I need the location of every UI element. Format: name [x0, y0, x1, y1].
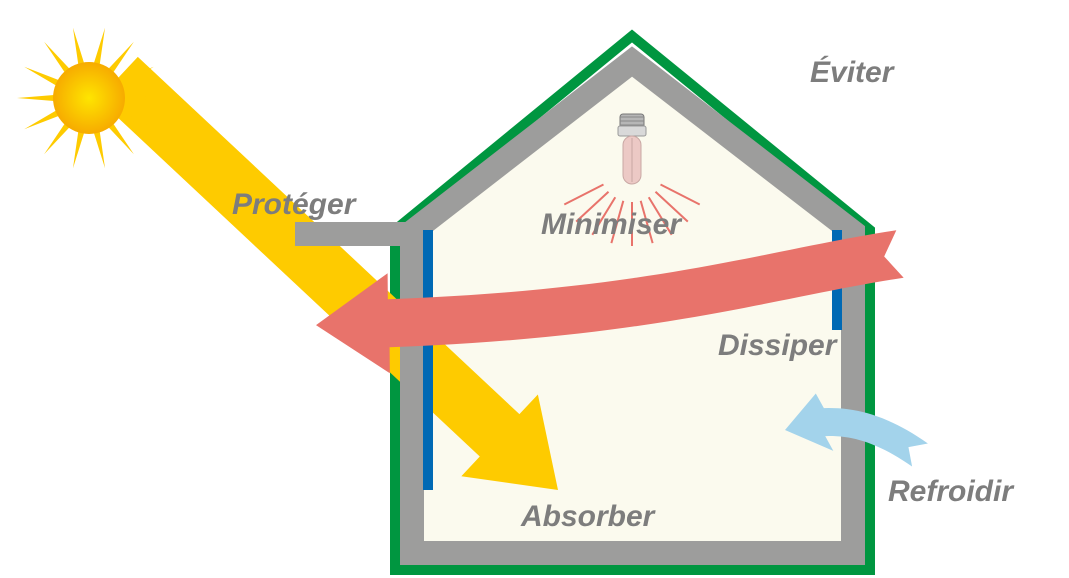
sun-icon: [17, 28, 161, 168]
label-minimiser: Minimiser: [541, 208, 681, 242]
label-dissiper: Dissiper: [718, 329, 836, 363]
label-absorber: Absorber: [521, 500, 654, 534]
left-window: [423, 230, 433, 490]
diagram-stage: Éviter Protéger Minimiser Dissiper Absor…: [0, 0, 1069, 578]
label-refroidir: Refroidir: [888, 475, 1013, 509]
label-eviter: Éviter: [810, 56, 893, 90]
label-proteger: Protéger: [232, 188, 355, 222]
